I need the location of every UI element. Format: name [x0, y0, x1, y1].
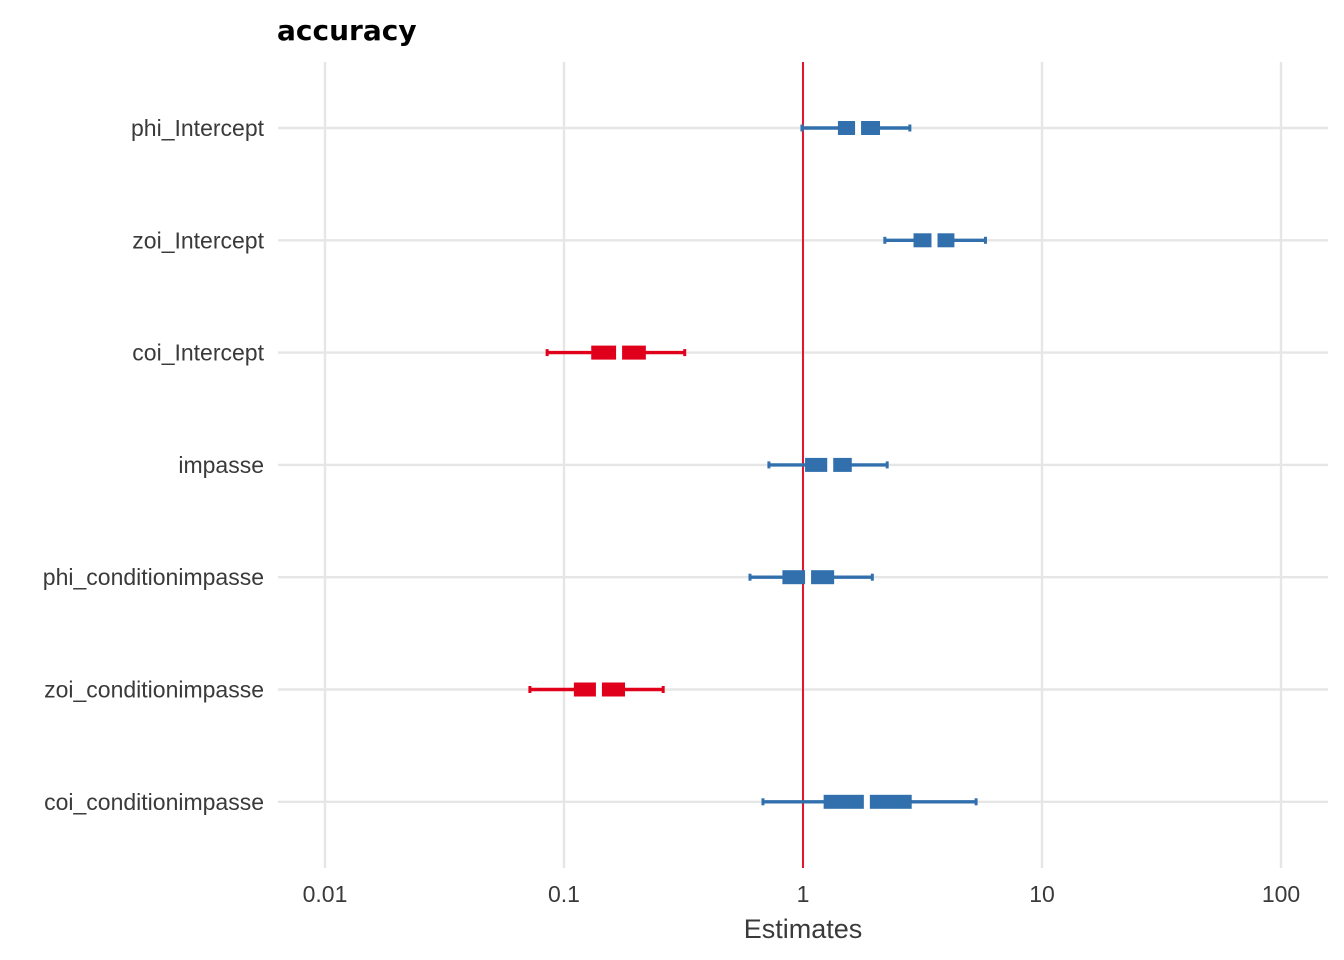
x-tick-label: 0.01 [303, 881, 348, 907]
y-tick-label: phi_conditionimpasse [43, 564, 264, 590]
y-tick-label: coi_conditionimpasse [44, 789, 264, 815]
estimate-coi_conditionimpasse [761, 792, 978, 811]
estimate-marks [528, 119, 987, 811]
x-tick-label: 100 [1262, 881, 1300, 907]
estimate-zoi_Intercept [883, 231, 987, 250]
estimate-impasse [767, 455, 889, 474]
x-tick-label: 10 [1029, 881, 1055, 907]
y-tick-label: impasse [178, 452, 264, 478]
x-axis-label: Estimates [744, 914, 863, 944]
estimate-phi_Intercept [800, 119, 912, 137]
y-tick-label: phi_Intercept [131, 115, 265, 141]
x-axis-tick-labels: 0.01 0.1 1 10 100 [303, 881, 1301, 907]
x-tick-label: 1 [797, 881, 810, 907]
estimate-coi_Intercept [545, 343, 687, 362]
estimate-phi_conditionimpasse [748, 568, 874, 587]
chart-title: accuracy [277, 14, 417, 47]
y-tick-label: zoi_conditionimpasse [44, 677, 264, 703]
y-tick-label: coi_Intercept [132, 340, 264, 366]
y-tick-label: zoi_Intercept [132, 227, 264, 253]
x-tick-label: 0.1 [548, 881, 580, 907]
y-axis-tick-labels: phi_Intercept zoi_Intercept coi_Intercepti… [43, 115, 265, 815]
estimate-zoi_conditionimpasse [528, 680, 665, 699]
